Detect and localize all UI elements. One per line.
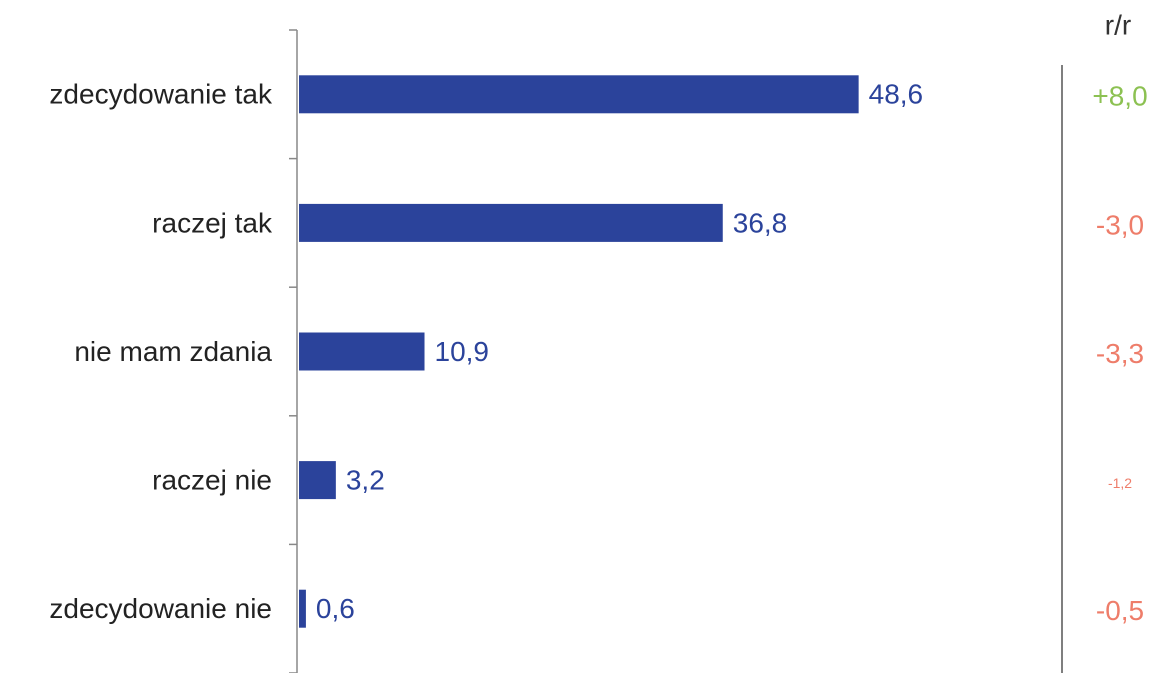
bar: [299, 75, 859, 114]
change-label: -0,5: [1096, 595, 1144, 626]
value-label: 3,2: [346, 464, 385, 495]
change-label: +8,0: [1092, 81, 1147, 112]
value-label: 48,6: [869, 79, 924, 110]
bar: [299, 589, 306, 628]
bar: [299, 461, 336, 500]
change-header: r/r: [1105, 9, 1131, 40]
value-label: 10,9: [435, 336, 490, 367]
value-label: 0,6: [316, 593, 355, 624]
category-label: nie mam zdania: [74, 336, 272, 367]
change-label: -3,3: [1096, 338, 1144, 369]
change-label: -3,0: [1096, 209, 1144, 240]
category-label: zdecydowanie nie: [49, 593, 272, 624]
bar: [299, 332, 425, 371]
category-label: raczej nie: [152, 464, 272, 495]
bar: [299, 203, 723, 242]
value-label: 36,8: [733, 207, 788, 238]
change-label: -1,2: [1108, 475, 1132, 491]
category-label: zdecydowanie tak: [49, 79, 273, 110]
category-label: raczej tak: [152, 207, 273, 238]
